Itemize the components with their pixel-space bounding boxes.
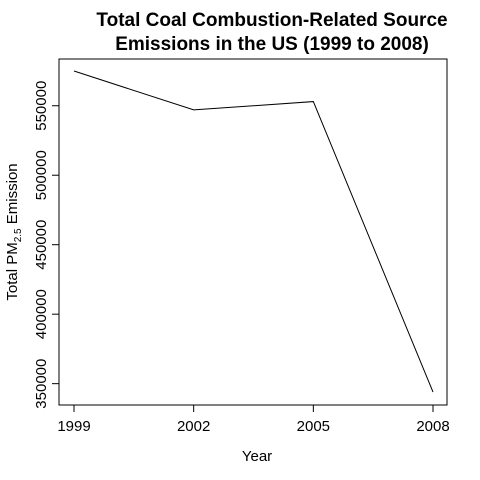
series-line — [73, 70, 434, 393]
y-tick-label: 450000 — [33, 220, 50, 270]
y-tick-label: 500000 — [33, 150, 50, 200]
y-tick-label: 550000 — [33, 81, 50, 131]
x-tick-label: 2008 — [416, 418, 449, 435]
x-tick-label: 2005 — [297, 418, 330, 435]
y-axis-label-suffix: Emission — [4, 163, 21, 228]
x-tick-label: 2002 — [177, 418, 210, 435]
plot-frame — [58, 58, 448, 406]
x-tick-label: 1999 — [57, 418, 90, 435]
y-axis-label: Total PM2.5 Emission — [4, 163, 24, 300]
x-axis-label: Year — [242, 448, 272, 465]
y-axis: 350000 400000 450000 500000 550000 — [33, 81, 59, 409]
y-tick-label: 350000 — [33, 359, 50, 409]
y-axis-label-prefix: Total PM — [4, 242, 21, 300]
chart-title-line-1: Total Coal Combustion-Related Source — [96, 10, 447, 31]
series-layer — [73, 70, 434, 393]
x-axis: 1999 2002 2005 2008 — [57, 405, 450, 435]
chart-title-line-2: Emissions in the US (1999 to 2008) — [115, 34, 429, 55]
y-axis-label-subscript: 2.5 — [13, 228, 24, 242]
y-tick-label: 400000 — [33, 289, 50, 339]
